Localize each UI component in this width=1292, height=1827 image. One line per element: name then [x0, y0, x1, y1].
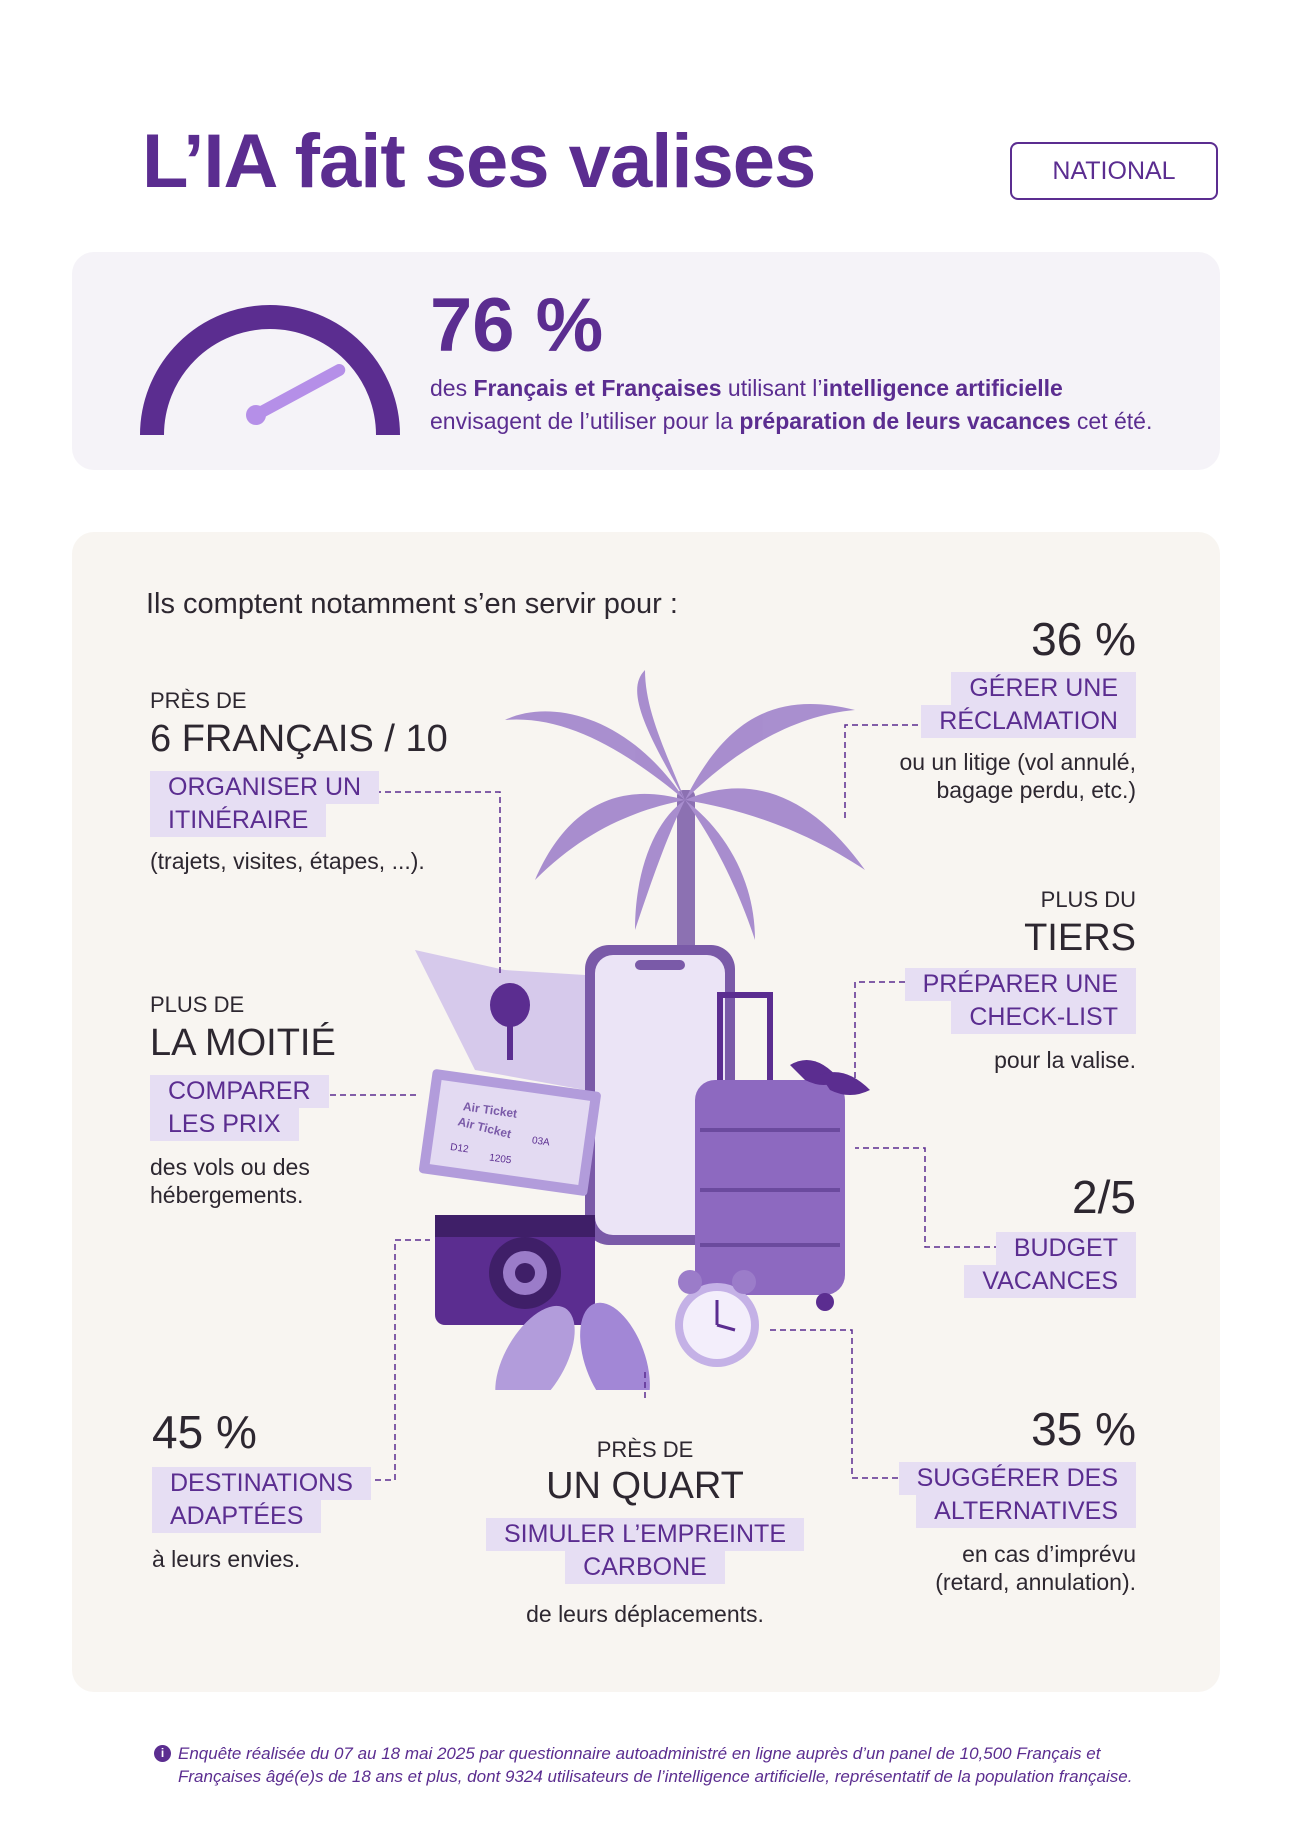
- itinerary-description: (trajets, visites, étapes, ...).: [150, 848, 425, 874]
- destinations-description: à leurs envies.: [152, 1546, 301, 1572]
- carbon-tag: CARBONE: [565, 1551, 725, 1584]
- claim-tag: GÉRER UNE: [951, 672, 1136, 705]
- use-alternatives: 35 % SUGGÉRER DES ALTERNATIVES en cas d’…: [850, 1402, 1136, 1596]
- stat-card: [72, 252, 1220, 470]
- checklist-headline: TIERS: [1024, 917, 1136, 959]
- stat-text-part: des: [430, 375, 474, 401]
- stat-value: 76 %: [430, 283, 604, 368]
- carbon-description: de leurs déplacements.: [526, 1601, 764, 1627]
- flip-flops-icon: [495, 1302, 650, 1390]
- map-pin-icon: [415, 950, 585, 1090]
- camera-icon: [435, 1215, 595, 1325]
- use-carbon-footprint: PRÈS DE UN QUART SIMULER L’EMPREINTE CAR…: [486, 1437, 805, 1628]
- region-badge: NATIONAL: [1010, 142, 1218, 200]
- use-checklist: PLUS DU TIERS PRÉPARER UNE CHECK-LIST po…: [850, 887, 1136, 1074]
- footnote-line: Françaises âgé(e)s de 18 ans et plus, do…: [178, 1767, 1133, 1786]
- claim-description-line: ou un litige (vol annulé,: [899, 749, 1136, 775]
- carbon-prefix: PRÈS DE: [596, 1437, 694, 1462]
- destinations-tag: ADAPTÉES: [152, 1500, 322, 1533]
- prices-description-line: des vols ou des: [150, 1154, 310, 1180]
- prices-headline: LA MOITIÉ: [150, 1022, 336, 1064]
- alarm-clock-icon: [675, 1270, 759, 1367]
- alternatives-tag: SUGGÉRER DES: [898, 1462, 1136, 1495]
- survey-footnote: Enquête réalisée du 07 au 18 mai 2025 pa…: [156, 1742, 1146, 1788]
- stat-text-part: cet été.: [1070, 408, 1153, 434]
- prices-tag: LES PRIX: [150, 1108, 299, 1141]
- checklist-description: pour la valise.: [994, 1047, 1136, 1073]
- ticket-code: D12: [450, 1142, 470, 1156]
- budget-tag: BUDGET: [995, 1232, 1136, 1265]
- ticket-code: 03A: [531, 1135, 550, 1148]
- use-compare-prices: PLUS DE LA MOITIÉ COMPARER LES PRIX des …: [150, 992, 336, 1209]
- stat-text-part: utilisant l’: [721, 375, 823, 401]
- itinerary-tag: ORGANISER UN: [150, 771, 380, 804]
- claim-headline: 36 %: [1031, 613, 1136, 665]
- alternatives-description-line: en cas d’imprévu: [962, 1541, 1136, 1567]
- uses-intro: Ils comptent notamment s’en servir pour …: [146, 588, 678, 620]
- claim-description-line: bagage perdu, etc.): [936, 777, 1136, 803]
- info-icon: i: [154, 1745, 171, 1762]
- stat-description: des Français et Françaises utilisant l’i…: [430, 372, 1190, 438]
- ticket-code: 1205: [488, 1152, 512, 1166]
- gauge-needle-hub: [246, 405, 266, 425]
- gauge-needle-line: [250, 363, 346, 421]
- stat-text-bold: préparation de leurs vacances: [739, 408, 1071, 434]
- stat-text-bold: intelligence artificielle: [822, 375, 1063, 401]
- air-ticket-icon: Air Ticket Air Ticket D12 1205 03A: [418, 1069, 601, 1196]
- stat-text-part: envisagent de l’utiliser pour la: [430, 408, 740, 434]
- footnote-line: Enquête réalisée du 07 au 18 mai 2025 pa…: [178, 1744, 1101, 1763]
- prices-tag: COMPARER: [150, 1075, 329, 1108]
- page-title: L’IA fait ses valises: [142, 119, 816, 204]
- destinations-headline: 45 %: [152, 1406, 257, 1458]
- use-destinations: 45 % DESTINATIONS ADAPTÉES à leurs envie…: [152, 1405, 371, 1573]
- carbon-headline: UN QUART: [546, 1465, 744, 1507]
- carbon-tag: SIMULER L’EMPREINTE: [486, 1518, 805, 1551]
- use-claim: 36 % GÉRER UNE RÉCLAMATION ou un litige …: [850, 612, 1136, 804]
- stat-text-bold: Français et Françaises: [473, 375, 722, 401]
- alternatives-headline: 35 %: [1031, 1403, 1136, 1455]
- itinerary-prefix: PRÈS DE: [150, 688, 247, 713]
- gauge-needle: [246, 363, 346, 425]
- gauge-icon: [140, 305, 400, 436]
- prices-prefix: PLUS DE: [150, 992, 245, 1017]
- use-itinerary: PRÈS DE 6 FRANÇAIS / 10 ORGANISER UN ITI…: [150, 688, 448, 875]
- checklist-prefix: PLUS DU: [1040, 887, 1136, 912]
- alternatives-description-line: (retard, annulation).: [935, 1569, 1136, 1595]
- checklist-tag: CHECK-LIST: [951, 1001, 1136, 1034]
- palm-tree-icon: [505, 670, 865, 980]
- sunglasses-icon: [790, 1060, 870, 1095]
- budget-headline: 2/5: [1072, 1171, 1136, 1223]
- itinerary-headline: 6 FRANÇAIS / 10: [150, 718, 448, 760]
- checklist-tag: PRÉPARER UNE: [904, 968, 1136, 1001]
- alternatives-tag: ALTERNATIVES: [916, 1495, 1136, 1528]
- use-budget: 2/5 BUDGET VACANCES: [850, 1170, 1136, 1298]
- destinations-tag: DESTINATIONS: [152, 1467, 371, 1500]
- itinerary-tag: ITINÉRAIRE: [150, 804, 327, 837]
- vacation-illustration: Air Ticket Air Ticket D12 1205 03A: [415, 670, 870, 1390]
- prices-description-line: hébergements.: [150, 1182, 304, 1208]
- budget-tag: VACANCES: [964, 1265, 1136, 1298]
- claim-tag: RÉCLAMATION: [921, 705, 1136, 738]
